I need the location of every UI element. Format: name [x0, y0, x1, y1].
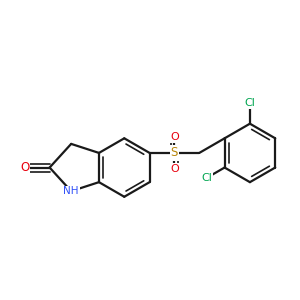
Text: Cl: Cl	[244, 98, 255, 108]
Text: O: O	[170, 164, 179, 174]
Text: S: S	[171, 146, 178, 159]
Text: O: O	[170, 132, 179, 142]
Text: Cl: Cl	[201, 173, 212, 183]
Text: O: O	[20, 161, 29, 174]
Text: NH: NH	[63, 186, 79, 196]
